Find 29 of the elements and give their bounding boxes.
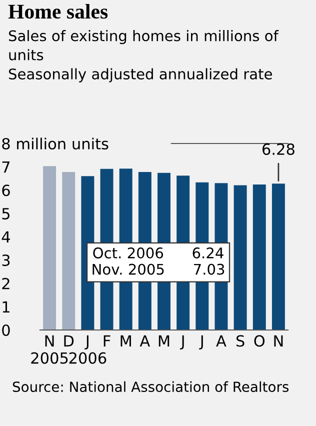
bar bbox=[62, 172, 76, 330]
x-tick-label: J bbox=[180, 335, 184, 350]
x-tick-label: A bbox=[216, 335, 226, 346]
x-tick-label: A bbox=[140, 335, 150, 346]
y-tick-label: 5 bbox=[2, 208, 10, 220]
x-tick-label: F bbox=[104, 335, 110, 346]
x-tick-label: S bbox=[236, 335, 244, 347]
x-tick-label: J bbox=[199, 335, 203, 350]
y-tick-label: 3 bbox=[2, 254, 10, 266]
bar bbox=[252, 184, 266, 330]
y-tick-label: 7 bbox=[2, 161, 10, 173]
data-label: 6.28 bbox=[262, 143, 294, 155]
y-tick-label: 4 bbox=[2, 231, 10, 243]
y-tick-label: 8 million units bbox=[2, 138, 108, 150]
bar bbox=[234, 185, 247, 330]
x-tick-label: O bbox=[254, 335, 265, 347]
bar bbox=[272, 184, 285, 330]
y-tick-label: 1 bbox=[2, 301, 10, 312]
chart-subtitle: Sales of existing homes in millions of units Seasonally adjusted annualized rate bbox=[8, 30, 279, 82]
y-tick-label: 0 bbox=[2, 324, 10, 336]
bar bbox=[43, 166, 56, 330]
y-tick-label: 2 bbox=[2, 278, 10, 290]
x-tick-label: N bbox=[274, 335, 283, 346]
source-note: Source: National Association of Realtors bbox=[12, 381, 289, 392]
y-tick-label: 6 bbox=[2, 184, 10, 196]
x-tick-label: M bbox=[158, 335, 170, 346]
annotation: Oct. 2006 6.24 Nov. 2005 7.03 bbox=[92, 247, 224, 275]
chart-title: Home sales bbox=[8, 4, 108, 19]
x-tick-label: M bbox=[120, 335, 131, 346]
